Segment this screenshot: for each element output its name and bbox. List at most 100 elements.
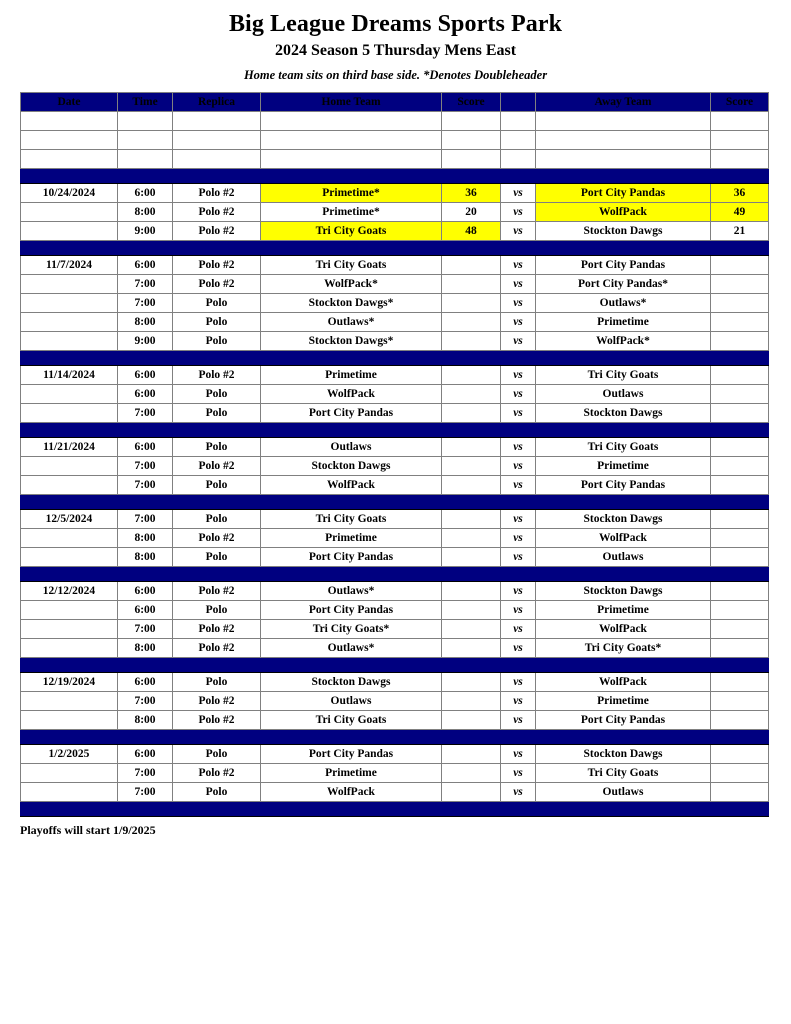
separator-cell: [441, 350, 501, 367]
cell-replica: Polo: [172, 384, 261, 405]
separator-cell: [441, 494, 501, 511]
cell-time: 6:00: [117, 600, 173, 621]
cell-blank: [20, 111, 118, 132]
cell-home-score: [441, 672, 501, 693]
cell-replica: Polo #2: [172, 581, 261, 602]
separator-cell: [172, 494, 261, 511]
cell-away-score: 49: [710, 202, 769, 223]
cell-replica: Polo: [172, 437, 261, 458]
cell-away-team: WolfPack: [535, 619, 711, 640]
cell-away-team: WolfPack: [535, 672, 711, 693]
cell-date: [20, 782, 118, 803]
cell-time: 8:00: [117, 547, 173, 568]
cell-blank: [710, 111, 769, 132]
cell-time: 9:00: [117, 221, 173, 242]
separator-cell: [172, 350, 261, 367]
cell-home-score: [441, 691, 501, 712]
cell-date: [20, 638, 118, 659]
cell-vs: vs: [500, 456, 536, 477]
separator-cell: [172, 566, 261, 583]
cell-home-team: Stockton Dawgs*: [260, 331, 442, 352]
cell-home-team: Outlaws*: [260, 581, 442, 602]
cell-home-score: [441, 619, 501, 640]
cell-home-score: [441, 255, 501, 276]
cell-away-team: Stockton Dawgs: [535, 581, 711, 602]
column-header-home-team: Home Team: [260, 92, 442, 113]
cell-date: [20, 403, 118, 424]
column-header-replica: Replica: [172, 92, 261, 113]
cell-blank: [710, 130, 769, 151]
cell-date: 10/24/2024: [20, 183, 118, 204]
separator-cell: [710, 422, 769, 439]
table-row: 8:00 Polo #2 Primetime vs WolfPack: [20, 528, 769, 549]
cell-replica: Polo #2: [172, 528, 261, 549]
separator-cell: [710, 566, 769, 583]
cell-home-team: Port City Pandas: [260, 547, 442, 568]
cell-away-score: [710, 528, 769, 549]
cell-blank: [535, 149, 711, 170]
table-row-blank: [20, 111, 769, 132]
separator-cell: [535, 494, 711, 511]
column-header-time: Time: [117, 92, 173, 113]
cell-away-score: [710, 744, 769, 765]
separator-cell: [172, 422, 261, 439]
cell-away-score: 21: [710, 221, 769, 242]
cell-away-team: Stockton Dawgs: [535, 403, 711, 424]
cell-vs: vs: [500, 691, 536, 712]
cell-vs: vs: [500, 202, 536, 223]
separator-cell: [710, 801, 769, 818]
cell-away-team: Stockton Dawgs: [535, 221, 711, 242]
separator-cell: [500, 240, 536, 257]
cell-away-score: 36: [710, 183, 769, 204]
cell-away-score: [710, 255, 769, 276]
cell-home-team: Tri City Goats: [260, 509, 442, 530]
cell-replica: Polo: [172, 475, 261, 496]
cell-vs: vs: [500, 255, 536, 276]
page-note: Home team sits on third base side. *Deno…: [243, 67, 548, 82]
cell-away-score: [710, 475, 769, 496]
cell-replica: Polo: [172, 293, 261, 314]
cell-away-team: Tri City Goats: [535, 763, 711, 784]
cell-home-score: [441, 782, 501, 803]
separator-cell: [710, 350, 769, 367]
cell-vs: vs: [500, 403, 536, 424]
cell-time: 6:00: [117, 183, 173, 204]
table-row: 9:00 Polo Stockton Dawgs* vs WolfPack*: [20, 331, 769, 352]
cell-date: [20, 384, 118, 405]
cell-away-score: [710, 456, 769, 477]
cell-blank: [172, 149, 261, 170]
separator-cell: [500, 566, 536, 583]
cell-replica: Polo #2: [172, 365, 261, 386]
cell-replica: Polo #2: [172, 183, 261, 204]
cell-replica: Polo: [172, 672, 261, 693]
cell-home-team: Primetime*: [260, 202, 442, 223]
cell-home-score: [441, 638, 501, 659]
cell-replica: Polo #2: [172, 221, 261, 242]
cell-away-team: Tri City Goats: [535, 437, 711, 458]
cell-away-team: Primetime: [535, 456, 711, 477]
separator-cell: [260, 422, 442, 439]
cell-date: 11/21/2024: [20, 437, 118, 458]
cell-home-team: Outlaws*: [260, 312, 442, 333]
cell-home-score: [441, 365, 501, 386]
cell-replica: Polo #2: [172, 202, 261, 223]
cell-home-score: [441, 274, 501, 295]
cell-blank: [117, 149, 173, 170]
cell-home-team: Stockton Dawgs*: [260, 293, 442, 314]
separator-cell: [260, 657, 442, 674]
cell-replica: Polo #2: [172, 710, 261, 731]
cell-home-score: 20: [441, 202, 501, 223]
cell-replica: Polo: [172, 331, 261, 352]
separator-cell: [172, 168, 261, 185]
cell-home-score: [441, 456, 501, 477]
cell-home-score: [441, 528, 501, 549]
cell-replica: Polo #2: [172, 456, 261, 477]
cell-time: 7:00: [117, 509, 173, 530]
separator-cell: [500, 657, 536, 674]
column-header-vs: [500, 92, 536, 113]
separator-cell: [117, 240, 173, 257]
cell-home-score: [441, 600, 501, 621]
table-row: 12/12/2024 6:00 Polo #2 Outlaws* vs Stockton …: [20, 581, 769, 602]
cell-vs: vs: [500, 638, 536, 659]
section-separator-band: [20, 350, 769, 367]
